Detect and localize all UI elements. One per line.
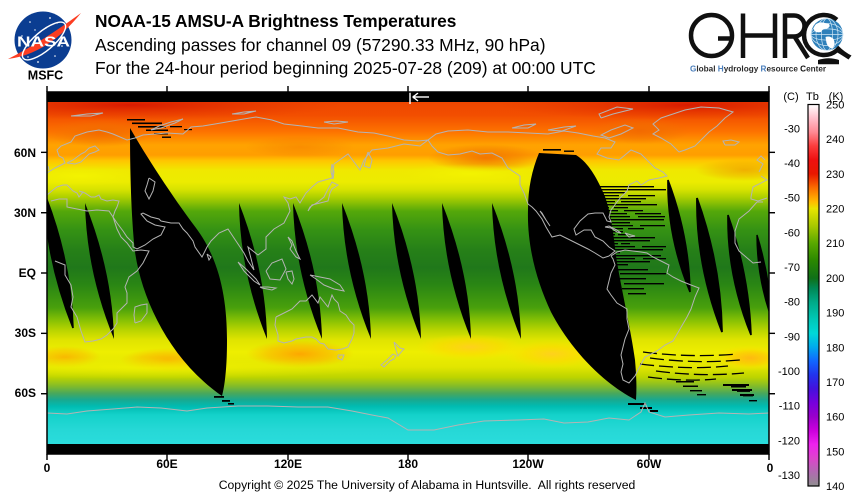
svg-text:140: 140	[826, 481, 844, 493]
svg-text:30N: 30N	[14, 206, 36, 220]
svg-text:NOAA-15 AMSU-A Brightness Temp: NOAA-15 AMSU-A Brightness Temperatures	[95, 11, 456, 31]
svg-text:160: 160	[826, 412, 844, 424]
svg-text:-40: -40	[784, 158, 800, 170]
svg-text:200: 200	[826, 273, 844, 285]
svg-text:120W: 120W	[512, 457, 544, 471]
svg-text:For the 24-hour period beginni: For the 24-hour period beginning 2025-07…	[95, 58, 596, 78]
svg-text:60E: 60E	[156, 457, 177, 471]
svg-text:EQ: EQ	[19, 266, 36, 280]
svg-text:230: 230	[826, 169, 844, 181]
svg-text:Global Hydrology Resource Cent: Global Hydrology Resource Center	[690, 65, 827, 74]
svg-text:60W: 60W	[637, 457, 662, 471]
svg-text:0: 0	[44, 461, 51, 475]
svg-text:-80: -80	[784, 297, 800, 309]
svg-text:-30: -30	[784, 123, 800, 135]
svg-text:180: 180	[826, 342, 844, 354]
svg-text:(K): (K)	[829, 91, 844, 103]
svg-text:-120: -120	[778, 435, 800, 447]
svg-text:60N: 60N	[14, 146, 36, 160]
svg-text:MSFC: MSFC	[28, 69, 63, 83]
svg-text:60S: 60S	[15, 386, 36, 400]
svg-text:-110: -110	[779, 401, 800, 413]
svg-text:-50: -50	[784, 193, 800, 205]
svg-text:Copyright © 2025 The Universit: Copyright © 2025 The University of Alaba…	[219, 478, 636, 492]
svg-text:250: 250	[826, 100, 844, 112]
svg-text:NASA: NASA	[17, 34, 70, 51]
svg-text:-90: -90	[784, 331, 800, 343]
svg-text:Tb: Tb	[806, 91, 819, 103]
svg-text:30S: 30S	[15, 326, 36, 340]
svg-text:240: 240	[826, 134, 844, 146]
svg-text:-130: -130	[778, 470, 800, 482]
svg-text:170: 170	[826, 377, 844, 389]
svg-text:(C): (C)	[783, 91, 798, 103]
svg-text:210: 210	[826, 238, 844, 250]
svg-text:220: 220	[826, 204, 844, 216]
svg-text:Ascending passes for channel 0: Ascending passes for channel 09 (57290.3…	[95, 35, 546, 55]
svg-text:-100: -100	[778, 366, 800, 378]
svg-text:0: 0	[767, 461, 774, 475]
svg-text:150: 150	[826, 446, 844, 458]
svg-text:-70: -70	[784, 262, 800, 274]
svg-text:190: 190	[826, 308, 844, 320]
svg-text:-60: -60	[784, 227, 800, 239]
svg-text:120E: 120E	[274, 457, 302, 471]
svg-text:180: 180	[398, 457, 418, 471]
